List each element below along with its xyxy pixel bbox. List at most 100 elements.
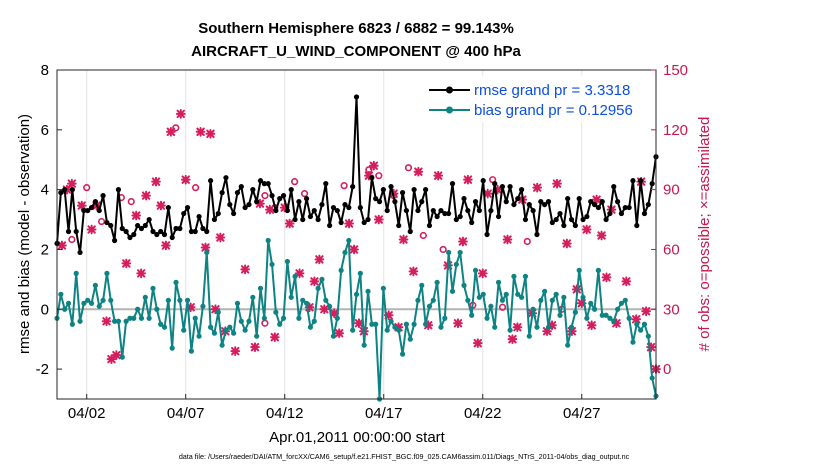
obs-possible-point <box>523 237 531 246</box>
tick-layer: 04/02 04/07 04/12 04/17 04/22 04/27 -2 0 2 4 6 8 0 30… <box>36 62 688 422</box>
obs-assimilated-point <box>240 264 250 275</box>
obs-assimilated-point <box>309 276 320 287</box>
bias-data-point <box>645 333 651 339</box>
rmse-data-point <box>645 201 651 208</box>
bias-data-point <box>112 318 118 324</box>
bias-data-point <box>626 315 632 321</box>
rmse-data-point <box>127 234 133 241</box>
obs-possible-point <box>340 182 348 190</box>
bias-data-point <box>603 312 609 318</box>
bias-data-point <box>568 324 575 330</box>
bias-data-point <box>119 354 125 360</box>
obs-count-layer <box>57 109 661 374</box>
y-axis-label: rmse and bias (model - observation) <box>16 114 33 354</box>
rmse-data-point <box>303 196 310 202</box>
bias-data-point <box>607 315 613 321</box>
x-tick-label: 04/12 <box>266 405 304 422</box>
rmse-data-point <box>365 216 371 223</box>
obs-possible-point <box>404 164 413 172</box>
bias-data-point <box>403 321 410 327</box>
obs-assimilated-point <box>319 304 330 315</box>
rmse-data-point <box>357 204 363 211</box>
y-tick-label: 6 <box>41 122 49 139</box>
obs-assimilated-point <box>463 174 473 185</box>
bias-data-point <box>461 282 467 288</box>
rmse-data-point <box>69 187 75 193</box>
rmse-data-point <box>269 193 275 199</box>
rmse-data-point <box>515 196 521 202</box>
obs-assimilated-point <box>586 320 597 331</box>
rmse-data-point <box>311 207 317 214</box>
bias-data-point <box>273 309 279 315</box>
obs-assimilated-point <box>166 126 176 137</box>
bias-data-point <box>169 345 175 351</box>
obs-assimilated-point <box>156 200 166 211</box>
obs-assimilated-point <box>398 234 409 245</box>
rmse-data-point <box>615 199 621 205</box>
obs-assimilated-point <box>279 202 290 213</box>
obs-assimilated-point <box>344 218 354 229</box>
rmse-data-point <box>238 184 244 190</box>
bias-data-point <box>219 342 225 348</box>
rmse-data-point <box>630 178 636 184</box>
rmse-data-point <box>353 94 360 100</box>
bias-data-point <box>561 294 567 300</box>
obs-possible-point <box>375 172 383 180</box>
obs-assimilated-point <box>413 166 424 177</box>
bias-data-point <box>330 333 337 339</box>
obs-assimilated-point <box>151 176 161 187</box>
bias-data-point <box>319 276 325 282</box>
bias-data-point <box>250 294 256 300</box>
bias-data-point <box>538 297 544 303</box>
rmse-data-point <box>565 196 571 202</box>
obs-assimilated-point <box>364 170 374 181</box>
obs-possible-point <box>261 192 269 200</box>
bias-data-point <box>484 315 490 321</box>
plot-frame <box>56 69 657 400</box>
bias-data-point <box>246 318 252 324</box>
bias-data-point <box>396 327 402 333</box>
obs-assimilated-point <box>230 346 241 356</box>
bias-data-point <box>492 324 498 330</box>
rmse-data-point <box>438 207 444 214</box>
rmse-data-point <box>196 213 202 220</box>
bias-data-point <box>522 273 529 279</box>
rmse-data-point <box>135 222 141 229</box>
rmse-data-point <box>469 219 475 226</box>
rmse-data-point <box>250 187 256 193</box>
legend-bias-marker <box>446 106 453 114</box>
bias-data-point <box>476 294 482 300</box>
bias-data-point <box>292 273 298 279</box>
bias-data-point <box>135 306 141 312</box>
bias-data-point <box>92 282 98 288</box>
obs-possible-point <box>172 124 180 132</box>
bias-data-point <box>315 285 321 291</box>
bias-data-point <box>526 333 532 339</box>
rmse-data-point <box>192 228 198 235</box>
obs-assimilated-point <box>601 272 612 283</box>
bias-data-point <box>334 315 340 321</box>
obs-assimilated-point <box>111 350 122 360</box>
obs-possible-point <box>192 184 200 192</box>
bias-data-point <box>638 327 644 333</box>
obs-assimilated-point <box>185 302 196 313</box>
obs-possible-point <box>68 235 76 244</box>
rmse-data-point <box>81 207 87 214</box>
x-tick-label: 04/22 <box>464 405 502 422</box>
bias-data-point <box>85 297 91 303</box>
bias-data-point <box>380 285 386 291</box>
y-right-tick-label: 60 <box>663 241 680 258</box>
legend-box <box>424 75 652 123</box>
x-tick-label: 04/17 <box>365 405 403 422</box>
bias-data-point <box>158 321 164 327</box>
bias-data-point <box>100 297 106 303</box>
obs-assimilated-point <box>433 170 444 181</box>
obs-possible-point <box>300 190 309 198</box>
rmse-data-point <box>488 207 494 214</box>
obs-assimilated-point <box>646 342 656 352</box>
bias-data-point <box>511 273 517 279</box>
obs-assimilated-point <box>67 178 77 189</box>
bias-data-point <box>545 324 552 330</box>
obs-assimilated-point <box>631 314 642 325</box>
rmse-data-point <box>327 222 333 229</box>
